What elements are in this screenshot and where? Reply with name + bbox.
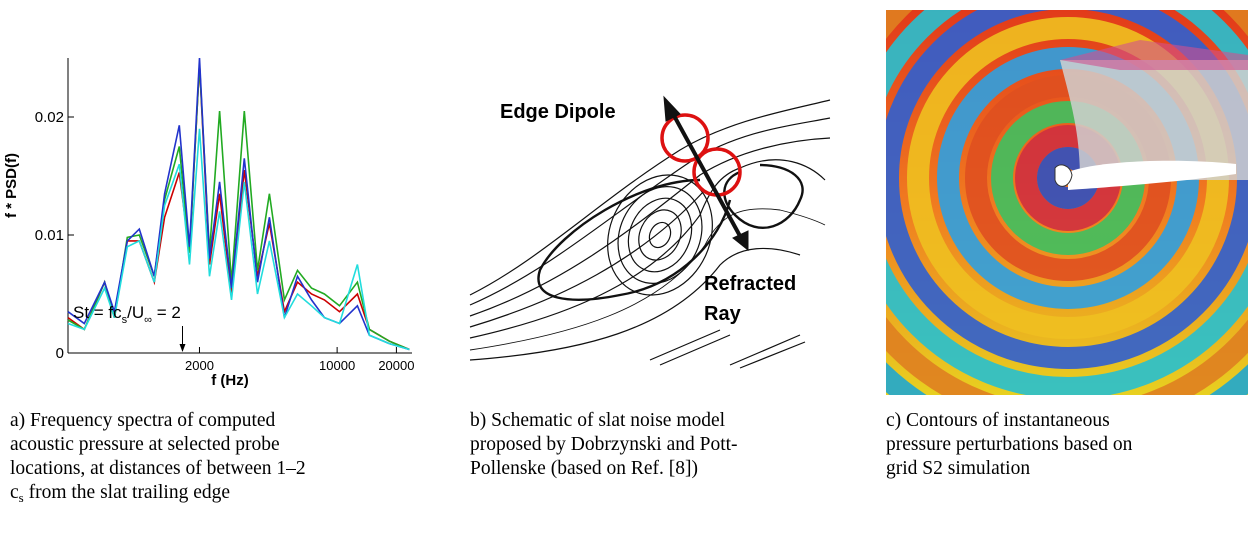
x-tick-label: 2000 xyxy=(185,358,214,373)
caption-line: a) Frequency spectra of computed xyxy=(10,410,276,431)
caption-b: b) Schematic of slat noise model propose… xyxy=(470,410,738,479)
contour-image xyxy=(886,10,1248,395)
caption-line: acoustic pressure at selected probe xyxy=(10,434,280,455)
y-tick-label: 0.01 xyxy=(35,227,64,244)
caption-line: c) Contours of instantaneous xyxy=(886,410,1110,431)
caption-part: s xyxy=(19,490,24,505)
annotation: St = fcs/U∞ = 2 xyxy=(73,303,181,326)
spectrum-chart: 0 0.01 0.02 2000 10000 20000 f (Hz) f * PSD(f) xyxy=(3,57,414,389)
x-tick-label: 20000 xyxy=(378,358,414,373)
caption-line: cs from the slat trailing edge xyxy=(10,482,230,505)
caption-line: b) Schematic of slat noise model xyxy=(470,410,726,431)
y-axis-label: f * PSD(f) xyxy=(3,153,20,218)
y-tick-label: 0.02 xyxy=(35,109,64,126)
caption-c: c) Contours of instantaneous pressure pe… xyxy=(886,410,1133,479)
caption-line: locations, at distances of between 1–2 xyxy=(10,458,306,479)
series-line xyxy=(67,63,410,351)
series-line xyxy=(67,63,410,351)
caption-part: from the slat trailing edge xyxy=(24,482,230,503)
caption-line: grid S2 simulation xyxy=(886,458,1030,479)
y-tick-label: 0 xyxy=(56,345,64,362)
diagram-label: Ray xyxy=(704,303,742,325)
schematic xyxy=(469,99,831,369)
annotation-part: St = fc xyxy=(73,303,122,322)
caption-line: Pollenske (based on Ref. [8]) xyxy=(470,458,698,479)
annotation-part: ∞ xyxy=(144,314,152,326)
caption-line: pressure perturbations based on xyxy=(886,434,1133,455)
caption-part: c xyxy=(10,482,19,503)
annotation-part: s xyxy=(122,314,128,326)
series-line xyxy=(67,128,410,351)
annotation-part: = 2 xyxy=(152,303,181,322)
ray-arrow xyxy=(663,95,749,252)
annotation-part: /U xyxy=(127,303,144,322)
x-tick-label: 10000 xyxy=(319,358,355,373)
diagram-label: Refracted xyxy=(704,273,796,295)
diagram-label: Edge Dipole xyxy=(500,101,616,123)
annotation-arrowhead xyxy=(179,344,186,352)
caption-a: a) Frequency spectra of computed acousti… xyxy=(10,410,306,505)
caption-line: proposed by Dobrzynski and Pott- xyxy=(470,434,738,455)
x-axis-label: f (Hz) xyxy=(211,372,249,389)
